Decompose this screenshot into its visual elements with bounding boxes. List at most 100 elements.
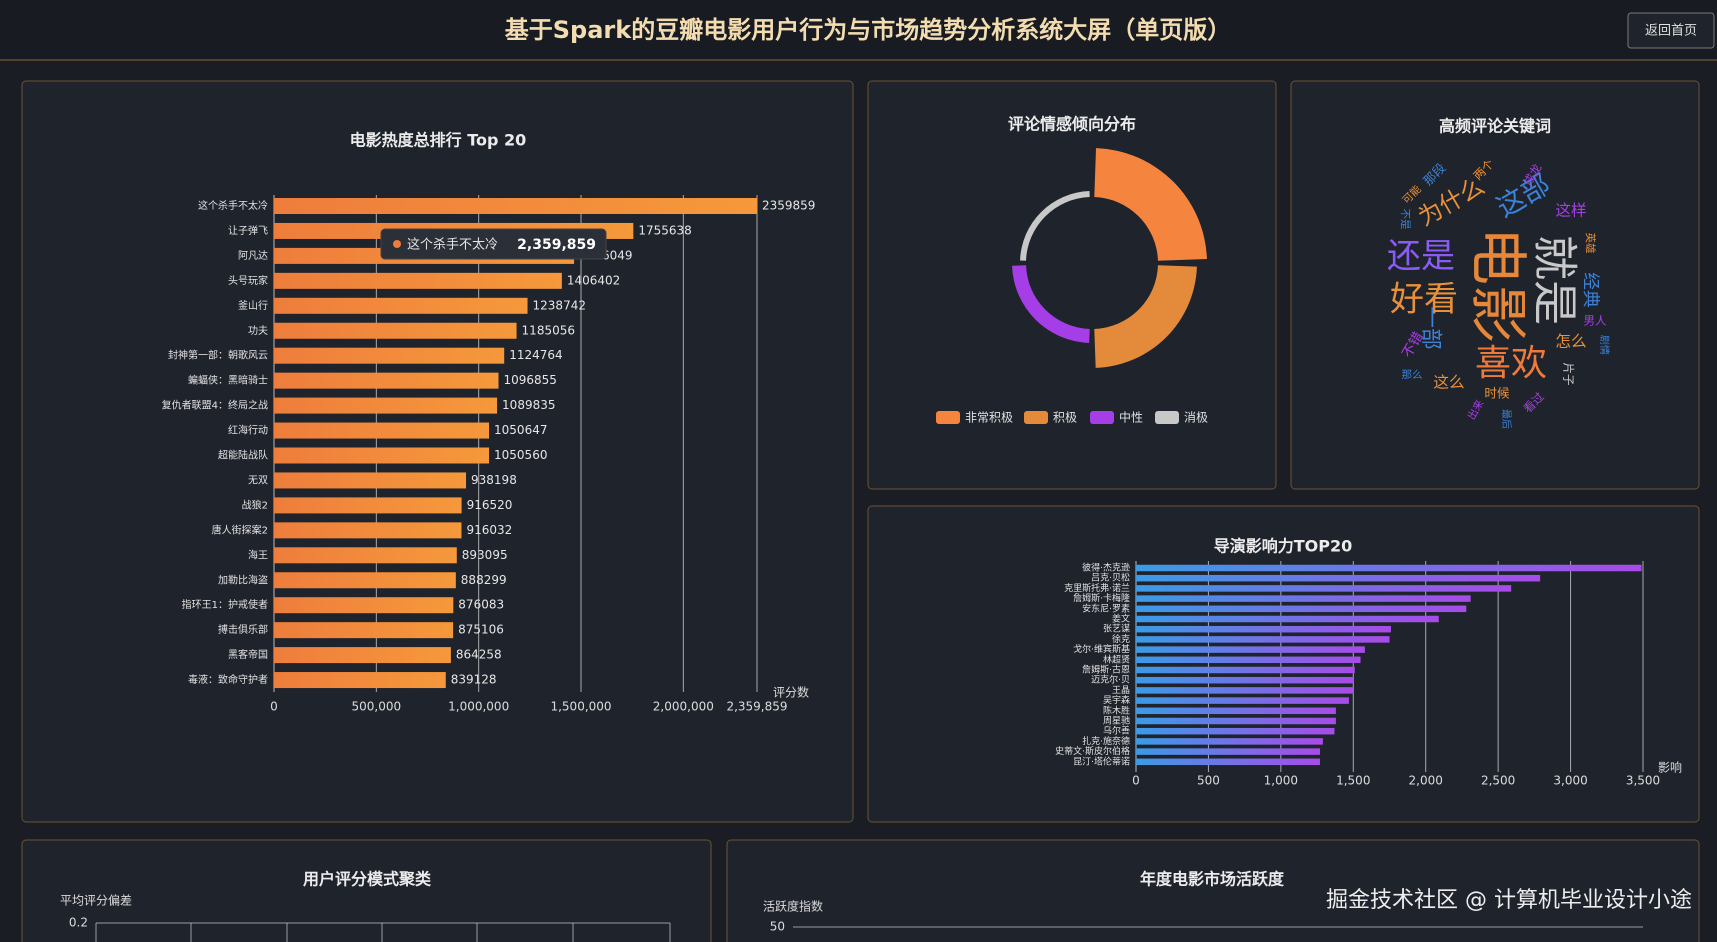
x-tick-label: 1,500,000 <box>550 700 611 714</box>
chart-title: 评论情感倾向分布 <box>1008 115 1136 134</box>
value-label: 938198 <box>471 473 517 487</box>
x-tick-label: 500,000 <box>352 700 402 714</box>
category-label: 海王 <box>248 548 268 561</box>
category-label: 釜山行 <box>238 299 268 312</box>
word: 剧情 <box>1598 335 1611 355</box>
bar <box>274 198 757 214</box>
value-label: 916520 <box>467 498 513 512</box>
home-button-label[interactable]: 返回首页 <box>1645 24 1697 39</box>
category-label: 周星驰 <box>1103 715 1130 727</box>
bar <box>274 647 451 664</box>
x-tick-label: 2,500 <box>1481 774 1515 788</box>
word: 时候 <box>1484 386 1510 401</box>
x-tick-label: 2,359,859 <box>726 700 787 714</box>
category-label: 彼得·杰克逊 <box>1082 562 1130 574</box>
bar <box>274 472 467 489</box>
bar <box>1136 717 1336 725</box>
x-tick-label: 1,000,000 <box>448 700 509 714</box>
value-label: 1124764 <box>509 348 562 362</box>
bar <box>274 547 457 564</box>
category-label: 安东尼·罗素 <box>1082 602 1130 614</box>
bar <box>274 272 562 289</box>
category-label: 让子弹飞 <box>228 224 268 237</box>
category-label: 詹姆斯·卡梅隆 <box>1073 592 1130 604</box>
bar <box>1136 666 1355 674</box>
chart-title: 年度电影市场活跃度 <box>1140 870 1285 889</box>
category-label: 红海行动 <box>228 424 268 437</box>
category-label: 扎克·施奈德 <box>1082 735 1130 747</box>
y-axis-label: 平均评分偏差 <box>60 893 132 908</box>
category-label: 功夫 <box>248 325 268 337</box>
category-label: 无双 <box>248 474 268 486</box>
chart-title: 高频评论关键词 <box>1439 117 1551 136</box>
value-label: 839128 <box>451 673 497 687</box>
bar <box>1136 697 1349 704</box>
value-label: 875106 <box>458 623 504 637</box>
watermark: 掘金技术社区 @ 计算机毕业设计小途 <box>1326 888 1692 913</box>
header-bar <box>0 0 1717 60</box>
word: 这么 <box>1433 374 1464 392</box>
panel <box>1290 80 1700 490</box>
value-label: 916032 <box>466 523 512 537</box>
bar <box>1136 687 1354 694</box>
category-label: 戈尔·维宾斯基 <box>1073 643 1130 655</box>
bar <box>1136 758 1320 766</box>
rose-slice <box>1094 148 1207 261</box>
category-label: 黑客帝国 <box>228 648 268 661</box>
bar <box>1136 564 1642 572</box>
value-label: 2359859 <box>762 199 815 213</box>
x-tick-label: 1,500 <box>1336 774 1370 788</box>
value-label: 1185056 <box>522 323 575 337</box>
bar <box>274 522 462 539</box>
x-tick-label: 1,000 <box>1264 774 1298 788</box>
word: 英雄 <box>1584 233 1597 254</box>
category-label: 克里斯托弗·诺兰 <box>1064 582 1130 594</box>
y-tick-label: 50 <box>770 920 785 934</box>
home-button[interactable] <box>1627 12 1715 49</box>
bar <box>1136 707 1336 715</box>
legend-swatch <box>1155 411 1179 424</box>
bar <box>274 672 446 689</box>
value-label: 1050647 <box>494 423 547 437</box>
category-label: 林超贤 <box>1103 653 1130 665</box>
panel <box>726 839 1700 942</box>
bar <box>274 422 490 439</box>
category-label: 加勒比海盗 <box>218 573 268 586</box>
value-label: 1096855 <box>503 373 556 387</box>
panel <box>21 839 712 942</box>
bar <box>274 447 490 464</box>
category-label: 昆汀·塔伦蒂诺 <box>1073 755 1130 767</box>
legend-label: 消极 <box>1184 411 1208 425</box>
bar <box>1136 636 1390 643</box>
word: 好看 <box>1390 280 1458 320</box>
word: 经典 <box>1580 272 1601 307</box>
bar <box>1136 615 1439 623</box>
page-title: 基于Spark的豆瓣电影用户行为与市场趋势分析系统大屏（单页版） <box>505 16 1231 44</box>
value-label: 1238742 <box>533 298 586 312</box>
bar <box>274 497 462 514</box>
bar <box>274 572 456 589</box>
category-label: 这个杀手不太冷 <box>198 199 268 212</box>
category-label: 毒液：致命守护者 <box>188 673 268 686</box>
bar <box>274 347 505 364</box>
category-label: 詹姆斯·古恩 <box>1082 664 1130 676</box>
category-label: 阿凡达 <box>238 250 268 262</box>
value-label: 1755638 <box>638 223 691 237</box>
bar <box>274 397 498 414</box>
value-label: 864258 <box>456 648 502 662</box>
word: 男人 <box>1584 314 1607 328</box>
category-label: 搏击俱乐部 <box>218 623 268 636</box>
tooltip-name: 这个杀手不太冷 <box>407 237 498 253</box>
x-tick-label: 2,000 <box>1409 774 1443 788</box>
category-label: 张艺谋 <box>1103 624 1130 635</box>
y-axis-label: 活跃度指数 <box>763 899 823 914</box>
legend-swatch <box>936 411 960 424</box>
category-label: 徐克 <box>1112 633 1130 645</box>
word: 不是 <box>1399 209 1411 231</box>
category-label: 吕克·贝松 <box>1091 572 1130 584</box>
rose-slice <box>1012 265 1090 343</box>
x-tick-label: 500 <box>1197 774 1220 788</box>
value-label: 876083 <box>458 598 504 612</box>
bar <box>1136 595 1471 602</box>
word: 片子 <box>1562 363 1576 386</box>
